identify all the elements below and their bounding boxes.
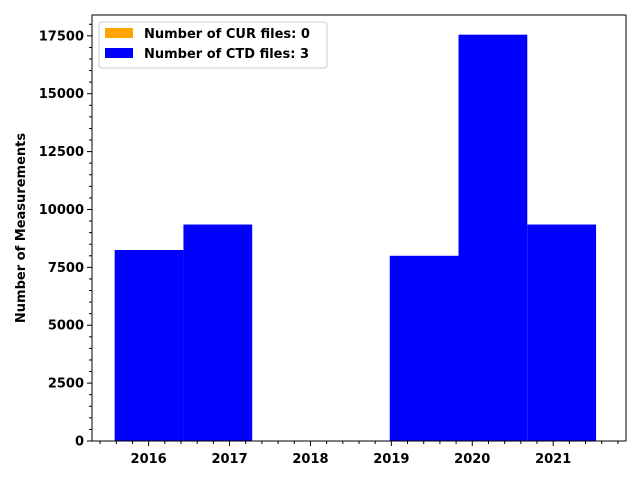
legend-entry-cur: Number of CUR files: 0 bbox=[144, 27, 310, 42]
y-axis-label: Number of Measurements bbox=[14, 133, 29, 323]
bar-1-5 bbox=[458, 34, 528, 441]
legend-swatch-ctd bbox=[105, 48, 133, 58]
y-tick-label: 7500 bbox=[48, 261, 84, 276]
bar-1-0 bbox=[114, 249, 184, 441]
y-axis: 0 2500 5000 7500 10000 12500 15000 17500 bbox=[39, 23, 92, 450]
legend-entry-ctd: Number of CTD files: 3 bbox=[144, 47, 309, 62]
legend-swatch-cur bbox=[105, 28, 133, 38]
legend-box bbox=[98, 21, 328, 69]
x-tick-label: 2016 bbox=[131, 452, 167, 467]
x-tick-label: 2021 bbox=[535, 452, 571, 467]
x-tick-label: 2017 bbox=[211, 452, 247, 467]
bar-1-6 bbox=[527, 224, 597, 441]
y-tick-label: 5000 bbox=[48, 319, 84, 334]
x-tick-label: 2020 bbox=[454, 452, 490, 467]
legend: Number of CUR files: 0 Number of CTD fil… bbox=[98, 21, 328, 69]
bar-1-1 bbox=[183, 224, 253, 441]
y-tick-label: 10000 bbox=[39, 203, 84, 218]
y-tick-label: 2500 bbox=[48, 377, 84, 392]
bar-1-4 bbox=[389, 255, 459, 441]
y-tick-label: 12500 bbox=[39, 145, 84, 160]
x-tick-label: 2019 bbox=[373, 452, 409, 467]
bars-layer bbox=[114, 34, 597, 441]
x-tick-label: 2018 bbox=[292, 452, 328, 467]
y-tick-label: 15000 bbox=[39, 87, 84, 102]
x-axis: 2016 2017 2018 2019 2020 2021 bbox=[99, 441, 619, 467]
y-tick-label: 17500 bbox=[39, 29, 84, 44]
y-tick-label: 0 bbox=[75, 435, 84, 450]
